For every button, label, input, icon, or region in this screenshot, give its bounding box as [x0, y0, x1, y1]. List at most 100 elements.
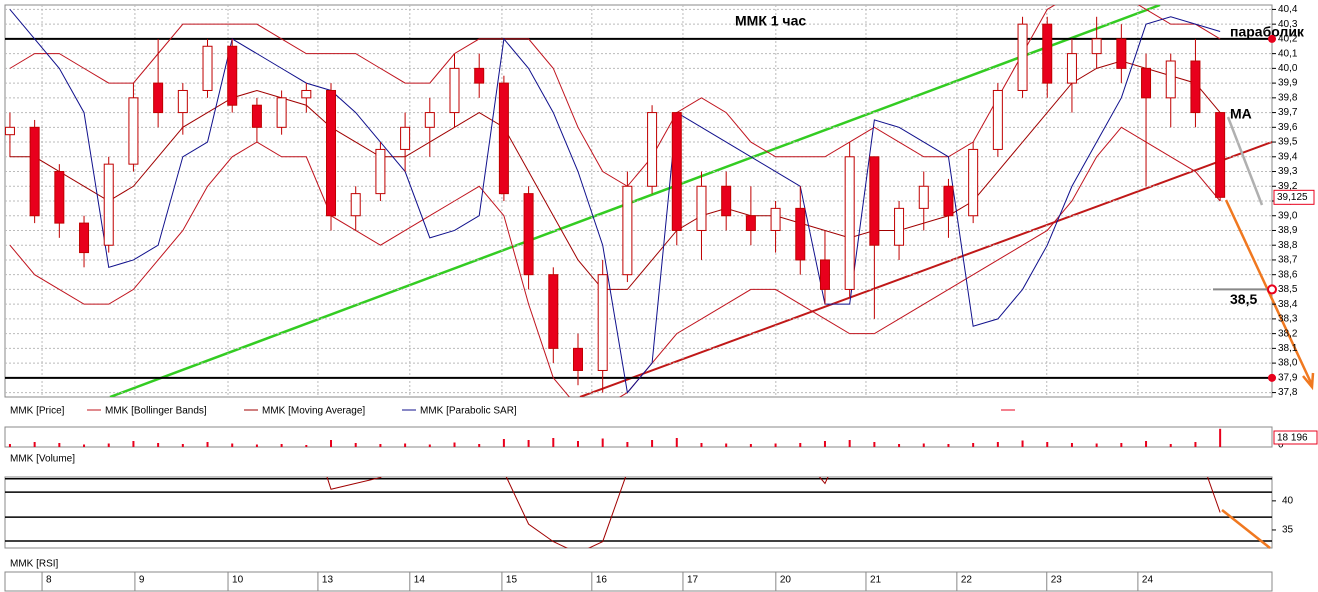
volume-bar	[996, 442, 999, 447]
candle-body	[400, 126, 411, 150]
y-tick-label: 39,6	[1278, 122, 1298, 133]
y-tick-label: 38,6	[1278, 269, 1298, 280]
candle-body	[795, 207, 806, 261]
x-tick-label: 10	[232, 575, 244, 586]
volume-bar	[1095, 443, 1098, 447]
volume-bar	[255, 444, 258, 447]
volume-bar	[922, 443, 925, 447]
volume-value-box	[1273, 430, 1318, 445]
x-tick-label: 23	[1051, 575, 1063, 586]
candle-body	[943, 185, 954, 217]
volume-bar	[305, 445, 308, 447]
volume-bar	[799, 443, 802, 447]
last-price-label: 39,125	[1277, 192, 1308, 203]
rsi-panel	[5, 477, 1272, 548]
candle-body	[1141, 67, 1152, 99]
candle-body	[745, 215, 756, 231]
level-marker	[1267, 284, 1277, 295]
volume-bar	[330, 440, 333, 447]
parabolic-sar	[9, 9, 1221, 394]
candle-body	[424, 112, 435, 128]
candle-body	[548, 274, 559, 349]
candle-body	[350, 193, 361, 217]
candle-body	[103, 163, 114, 246]
volume-bar	[1120, 443, 1123, 447]
x-tick-label: 13	[322, 575, 334, 586]
volume-bar	[848, 440, 851, 447]
y-tick-label: 38,7	[1278, 255, 1298, 266]
candle-body	[202, 45, 213, 91]
volume-bar	[58, 443, 61, 447]
rsi-frame	[4, 476, 1273, 549]
candle-body	[894, 207, 905, 246]
y-tick-label: 38,1	[1278, 343, 1298, 354]
candle-body	[153, 82, 164, 114]
candle-body	[1066, 53, 1077, 84]
y-tick-label: 39,4	[1278, 151, 1298, 162]
candle-body	[128, 97, 139, 165]
y-tick-label: 38,9	[1278, 225, 1298, 236]
volume-bar	[1021, 440, 1024, 447]
candle-body	[992, 89, 1003, 150]
candle-body	[1116, 38, 1127, 69]
x-tick-label: 8	[46, 575, 52, 586]
candle-body	[1091, 38, 1102, 55]
y-tick-label: 37,8	[1278, 387, 1298, 398]
volume-bar	[774, 443, 777, 447]
volume-bar	[1194, 442, 1197, 447]
rsi-arrow	[1221, 509, 1271, 549]
volume-bar	[1145, 441, 1148, 447]
y-tick-label: 38,0	[1278, 358, 1298, 369]
y-tick-label: 40,3	[1278, 19, 1298, 30]
volume-bar	[1046, 442, 1049, 447]
y-tick-label: 38,5	[1278, 284, 1298, 295]
volume-bar	[379, 444, 382, 447]
candle-body	[276, 97, 287, 128]
volume-bar	[502, 439, 505, 447]
y-tick-label: 38,2	[1278, 328, 1298, 339]
ma-arrow	[1226, 116, 1264, 206]
candle-body	[622, 185, 633, 276]
x-tick-label: 21	[870, 575, 882, 586]
legend-entry: MMK [Moving Average]	[262, 406, 365, 417]
candle-body	[5, 126, 15, 136]
candle-body	[1215, 112, 1226, 198]
candle-body	[1165, 60, 1176, 99]
volume-bar	[83, 444, 86, 447]
candle-body	[474, 67, 485, 84]
y-tick-label: 35	[1282, 525, 1294, 536]
candle-body	[1190, 60, 1201, 114]
y-tick-label: 38,3	[1278, 314, 1298, 325]
chart-title: ММК 1 час	[735, 13, 806, 29]
panel-title: MMK [RSI]	[10, 559, 59, 570]
volume-bar	[107, 443, 110, 447]
volume-frame	[4, 426, 1273, 448]
panel-title: MMK [Volume]	[10, 454, 75, 465]
candle-body	[326, 89, 337, 217]
volume-bar	[700, 443, 703, 447]
candle-body	[918, 185, 929, 209]
legend-entry: MMK [Parabolic SAR]	[420, 406, 517, 417]
y-tick-label: 40,1	[1278, 48, 1298, 59]
volume-bar	[898, 444, 901, 447]
moving-average	[9, 60, 1221, 290]
volume-bar	[527, 440, 530, 447]
volume-bar	[206, 442, 209, 447]
volume-bar	[1219, 428, 1222, 447]
x-tick-label: 9	[139, 575, 145, 586]
volume-bar	[157, 443, 160, 447]
y-tick-label: 39,0	[1278, 210, 1298, 221]
y-tick-label: 40	[1282, 496, 1294, 507]
y-tick-label: 39,5	[1278, 137, 1298, 148]
candle-body	[449, 67, 460, 114]
legend-entry: MMK [Bollinger Bands]	[105, 406, 207, 417]
level-label: 38,5	[1230, 291, 1257, 307]
volume-bar	[725, 443, 728, 447]
candle-body	[54, 171, 65, 224]
bollinger-lower	[9, 126, 1221, 397]
candle-body	[647, 112, 658, 187]
candle-body	[869, 156, 880, 246]
candle-body	[968, 148, 979, 217]
volume-bar	[651, 440, 654, 447]
x-tick-label: 20	[780, 575, 792, 586]
